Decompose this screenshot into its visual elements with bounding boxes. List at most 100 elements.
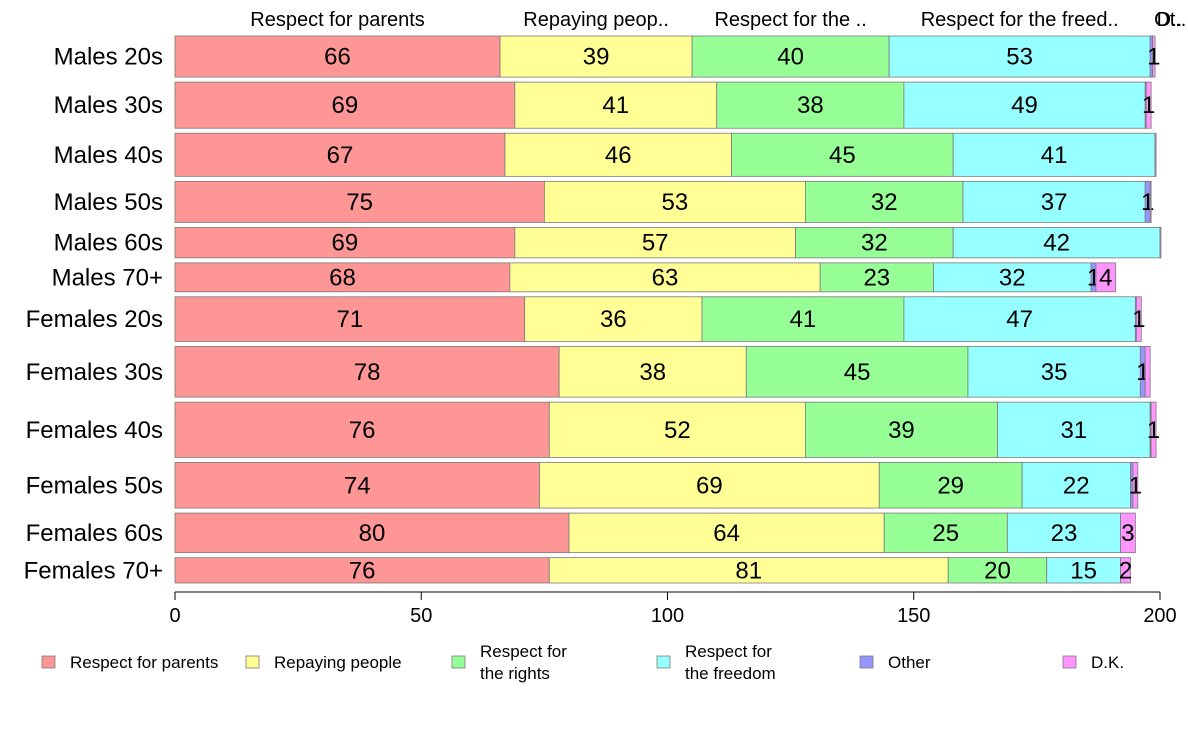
legend-swatch-respect-for-the-freedom (656, 655, 671, 669)
data-label-females-50s-respect-for-the-rights: 29 (937, 472, 964, 499)
bar-females-60s-respect-for-the-rights (883, 512, 1008, 554)
bar-females-30s-respect-for-parents (174, 346, 560, 398)
data-label-females-30s-respect-for-the-freedom: 35 (1041, 359, 1068, 386)
legend-swatch-repaying-people (245, 655, 260, 669)
bar-males-40s-d-k (1154, 132, 1157, 177)
bar-females-50s-respect-for-parents (174, 462, 540, 509)
legend-swatch-respect-for-parents (41, 655, 56, 669)
data-label-females-40s-repaying-people: 52 (664, 417, 691, 444)
data-label-males-30s-respect-for-the-rights: 38 (797, 92, 824, 119)
data-label-males-40s-respect-for-the-freedom: 41 (1041, 142, 1068, 169)
top-label-respect-for-the-rights: Respect for the .. (714, 9, 866, 31)
bar-females-30s-d-k (1144, 346, 1151, 398)
data-label-males-20s-repaying-people: 39 (583, 44, 610, 71)
top-label-respect-for-parents: Respect for parents (250, 9, 425, 31)
data-label-females-20s-repaying-people: 36 (600, 306, 627, 333)
bar-females-60s-d-k (1120, 512, 1136, 554)
data-label-males-70-respect-for-the-freedom: 32 (999, 264, 1026, 291)
legend-swatch-d-k (1062, 655, 1077, 669)
data-label-males-60s-respect-for-parents: 69 (332, 230, 359, 257)
data-label-females-50s-d-k: 1 (1129, 472, 1142, 499)
data-label-males-50s-respect-for-parents: 75 (346, 189, 373, 216)
x-tick-label-100: 100 (651, 605, 684, 627)
legend-label-respect-for-the-rights-line-2: the rights (480, 664, 550, 683)
legend-swatch-respect-for-the-rights (451, 655, 466, 669)
bar-females-50s-respect-for-the-freedom (1021, 462, 1131, 509)
legend: Respect for parents Repaying people Respec… (41, 642, 1124, 683)
bar-females-40s-d-k (1150, 401, 1157, 458)
data-label-males-70-d-k: 4 (1099, 264, 1112, 291)
top-label-respect-for-the-freedom: Respect for the freed.. (921, 9, 1119, 31)
bar-males-50s-respect-for-the-rights (805, 180, 964, 223)
bar-males-20s-repaying-people (499, 35, 693, 78)
data-label-females-60s-respect-for-the-rights: 25 (932, 520, 959, 547)
bar-males-40s-repaying-people (504, 132, 732, 177)
data-label-females-40s-respect-for-parents: 76 (349, 417, 376, 444)
bar-females-70-d-k (1120, 557, 1131, 584)
data-label-males-20s-d-k: 1 (1147, 44, 1160, 71)
bar-females-30s-respect-for-the-rights (745, 346, 969, 398)
data-label-females-60s-repaying-people: 64 (713, 520, 740, 547)
row-label-males-60s: Males 60s (54, 230, 163, 257)
bar-males-60s-repaying-people (514, 227, 796, 259)
bar-males-30s-respect-for-parents (174, 81, 516, 129)
top-label-other: Ot.. (1154, 9, 1186, 31)
data-label-females-60s-respect-for-the-freedom: 23 (1051, 520, 1078, 547)
data-label-females-70-repaying-people: 81 (735, 557, 762, 584)
bar-females-40s-respect-for-the-freedom (997, 401, 1151, 458)
legend-swatch-other (859, 655, 874, 669)
legend-label-respect-for-the-rights-line-1: Respect for (480, 642, 567, 661)
row-labels: Males 20s Males 30s Males 40s Males 50s Male… (24, 44, 163, 585)
bar-females-50s-repaying-people (539, 462, 880, 509)
row-label-males-40s: Males 40s (54, 142, 163, 169)
data-label-females-30s-respect-for-parents: 78 (354, 359, 381, 386)
bar-females-40s-respect-for-parents (174, 401, 550, 458)
bar-males-70-d-k (1095, 262, 1117, 293)
data-label-males-20s-respect-for-the-freedom: 53 (1006, 44, 1033, 71)
data-label-females-20s-respect-for-parents: 71 (336, 306, 363, 333)
bar-males-60s-d-k (1159, 227, 1162, 259)
data-label-females-60s-d-k: 3 (1121, 520, 1134, 547)
data-label-males-60s-respect-for-the-freedom: 42 (1043, 230, 1070, 257)
top-label-d-k: D.. (1157, 9, 1183, 31)
bar-males-40s-respect-for-the-rights (731, 132, 954, 177)
legend-label-respect-for-the-freedom-line-1: Respect for (685, 642, 772, 661)
bar-females-30s-respect-for-the-freedom (967, 346, 1141, 398)
x-axis: 0 50 100 150 200 (169, 591, 1177, 627)
data-label-females-70-respect-for-the-rights: 20 (984, 557, 1011, 584)
x-tick-label-150: 150 (897, 605, 930, 627)
bar-females-50s-respect-for-the-rights (878, 462, 1023, 509)
row-label-males-20s: Males 20s (54, 44, 163, 71)
bar-males-60s-respect-for-the-rights (795, 227, 954, 259)
data-label-females-70-respect-for-the-freedom: 15 (1070, 557, 1097, 584)
data-label-females-70-d-k: 2 (1119, 557, 1132, 584)
data-label-females-40s-respect-for-the-freedom: 31 (1060, 417, 1087, 444)
bar-males-50s-respect-for-parents (174, 180, 545, 223)
bar-females-40s-repaying-people (548, 401, 806, 458)
bar-females-20s-d-k (1135, 296, 1142, 342)
data-label-females-20s-respect-for-the-rights: 41 (790, 306, 817, 333)
bar-males-40s-respect-for-parents (174, 132, 506, 177)
bar-males-20s-d-k (1152, 35, 1156, 78)
data-label-males-40s-repaying-people: 46 (605, 142, 632, 169)
data-label-males-70-respect-for-parents: 68 (329, 264, 356, 291)
data-label-females-20s-respect-for-the-freedom: 47 (1006, 306, 1033, 333)
legend-label-d-k: D.K. (1091, 653, 1124, 672)
bar-males-30s-respect-for-the-rights (716, 81, 905, 129)
bar-males-70-respect-for-the-rights (819, 262, 934, 293)
top-label-repaying-people: Repaying peop.. (523, 9, 669, 31)
row-label-females-70: Females 70+ (24, 557, 163, 584)
data-label-males-40s-respect-for-parents: 67 (327, 142, 354, 169)
bar-females-70-respect-for-the-rights (947, 557, 1048, 584)
data-label-males-70-repaying-people: 63 (652, 264, 679, 291)
bar-females-40s-respect-for-the-rights (805, 401, 998, 458)
data-label-females-60s-respect-for-parents: 80 (359, 520, 386, 547)
data-label-females-30s-repaying-people: 38 (639, 359, 666, 386)
row-label-males-30s: Males 30s (54, 92, 163, 119)
bar-females-50s-d-k (1132, 462, 1139, 509)
data-label-males-30s-respect-for-parents: 69 (332, 92, 359, 119)
bar-males-30s-repaying-people (514, 81, 718, 129)
bar-females-70-respect-for-the-freedom (1046, 557, 1121, 584)
